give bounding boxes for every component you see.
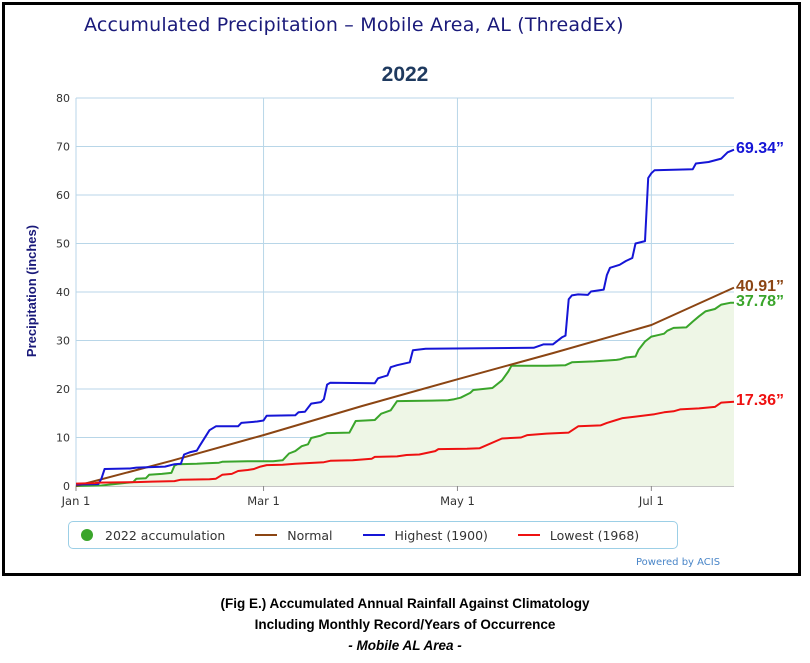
- legend-marker-green-dot: [81, 529, 93, 541]
- series-line-lowest-1968: [75, 400, 735, 485]
- end-value-label: 37.78”: [736, 292, 785, 310]
- y-tick-label: 60: [56, 189, 70, 202]
- chart-header-title: Accumulated Precipitation – Mobile Area,…: [84, 14, 624, 36]
- end-value-label: 69.34”: [736, 139, 785, 157]
- end-value-label: 40.91”: [736, 277, 785, 295]
- legend-marker-blue-line: [362, 534, 385, 536]
- precipitation-chart: 0 10 20 30 40 50 60 70 80 Jan 1 Mar 1 May 1 Jul 1 Pr…: [24, 92, 735, 508]
- powered-by-credit[interactable]: Powered by ACIS: [636, 557, 721, 568]
- series-line-normal: [75, 286, 735, 487]
- x-tick-label: May 1: [440, 494, 475, 508]
- series-line-highest-1900: [75, 148, 735, 486]
- caption-line-1: (Fig E.) Accumulated Annual Rainfall Aga…: [220, 596, 590, 611]
- y-tick-label: 50: [56, 238, 70, 251]
- x-tick-label: Jan 1: [61, 494, 91, 508]
- y-tick-label: 20: [56, 383, 70, 396]
- end-value-label: 17.36”: [736, 391, 785, 409]
- legend-label: Highest (1900): [394, 527, 488, 543]
- y-tick-label: 80: [56, 92, 70, 105]
- caption-line-2: Including Monthly Record/Years of Occurr…: [254, 617, 556, 632]
- caption-line-3: - Mobile AL Area -: [348, 638, 462, 653]
- y-tick-label: 30: [56, 335, 70, 348]
- legend-marker-brown-line: [255, 534, 278, 536]
- legend-item-highest[interactable]: Highest (1900): [362, 527, 488, 543]
- series-area-2022-accumulation: [76, 302, 734, 486]
- chart-legend: 2022 accumulation Normal Highest (1900) …: [68, 521, 678, 549]
- grid-layer: [75, 97, 734, 487]
- series-line-2022-accumulation: [75, 301, 735, 487]
- legend-item-lowest[interactable]: Lowest (1968): [517, 527, 640, 543]
- y-tick-label: 0: [63, 480, 70, 493]
- legend-item-2022-accumulation[interactable]: 2022 accumulation: [81, 528, 225, 543]
- chart-title: 2022: [381, 63, 429, 86]
- x-tick-label: Mar 1: [247, 494, 280, 508]
- legend-label: Lowest (1968): [549, 527, 640, 543]
- legend-marker-red-line: [517, 534, 540, 536]
- legend-label: 2022 accumulation: [105, 527, 226, 543]
- y-axis-label: Precipitation (inches): [24, 225, 39, 357]
- series-layer: [75, 148, 735, 487]
- legend-item-normal[interactable]: Normal: [255, 527, 333, 543]
- y-tick-label: 70: [56, 141, 70, 154]
- x-tick-label: Jul 1: [638, 494, 664, 508]
- legend-label: Normal: [287, 527, 333, 543]
- y-tick-label: 10: [56, 432, 70, 445]
- y-tick-label: 40: [56, 286, 70, 299]
